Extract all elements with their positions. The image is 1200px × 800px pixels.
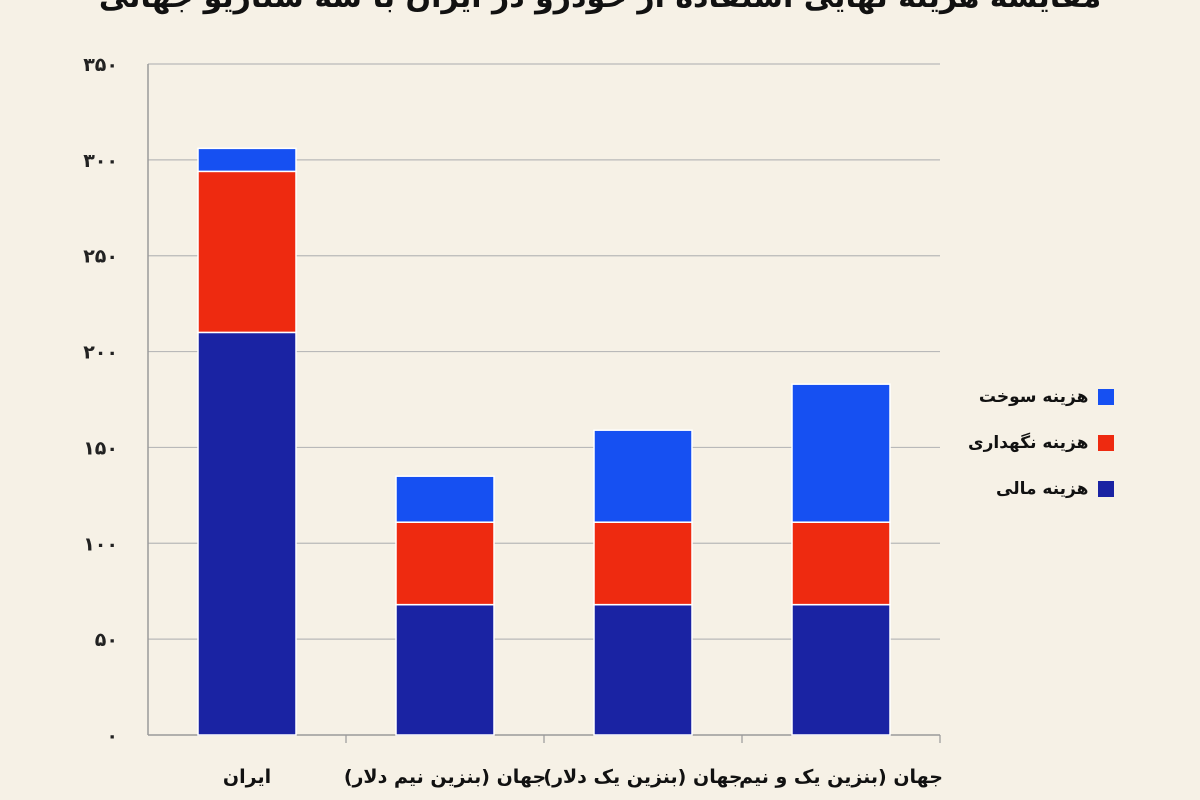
x-tick-label: ایران xyxy=(223,766,271,788)
y-tick-label: ۱۰۰ xyxy=(83,533,118,555)
bar-segment xyxy=(197,331,297,736)
legend-item-fuel: هزینه سوخت xyxy=(968,374,1115,420)
legend-swatch-maintenance xyxy=(1098,435,1115,451)
y-tick-label: ۰ xyxy=(106,725,118,747)
x-tick-label: جهان (بنزین نیم دلار) xyxy=(344,766,546,788)
bar-segment xyxy=(593,429,693,523)
y-tick-label: ۱۵۰ xyxy=(83,437,118,459)
bar-segment xyxy=(791,521,891,606)
bar-segment xyxy=(791,603,891,736)
legend-label-maintenance: هزینه نگهداری xyxy=(968,433,1089,453)
y-tick-label: ۳۰۰ xyxy=(83,150,118,172)
bar-segment xyxy=(395,603,495,736)
legend-item-maintenance: هزینه نگهداری xyxy=(968,420,1115,466)
legend-swatch-fuel xyxy=(1098,389,1115,405)
bar-segment xyxy=(197,147,297,173)
chart-title: مقایسه هزینه نهایی استفاده از خودرو در ا… xyxy=(0,0,1200,15)
y-tick-label: ۳۵۰ xyxy=(83,54,118,76)
legend-swatch-financial xyxy=(1098,481,1115,497)
x-tick-label: جهان (بنزین یک و نیم xyxy=(739,766,943,788)
bar-segment xyxy=(395,521,495,606)
legend: هزینه سوخت هزینه نگهداری هزینه مالی xyxy=(968,374,1115,512)
bar-segment xyxy=(791,383,891,523)
y-tick-label: ۵۰ xyxy=(95,629,118,651)
legend-label-fuel: هزینه سوخت xyxy=(978,387,1089,407)
bar-segment xyxy=(593,603,693,736)
y-tick-label: ۲۰۰ xyxy=(83,342,118,364)
x-tick-label: جهان (بنزین یک دلار) xyxy=(543,766,742,788)
y-tick-label: ۲۵۰ xyxy=(83,246,118,268)
bar-segment xyxy=(395,475,495,523)
bar-segment xyxy=(197,170,297,334)
legend-item-financial: هزینه مالی xyxy=(968,466,1115,512)
legend-label-financial: هزینه مالی xyxy=(996,479,1089,499)
bar-segment xyxy=(593,521,693,606)
